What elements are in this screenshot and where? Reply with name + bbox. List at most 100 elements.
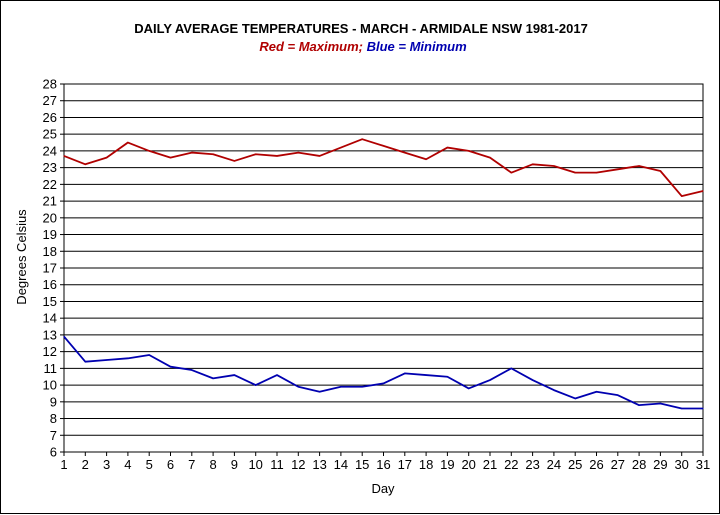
data-point-minimum-day-30 (681, 407, 683, 410)
data-point-maximum-day-7 (191, 151, 193, 154)
x-tick-label-23: 23 (525, 457, 539, 472)
x-tick-label-27: 27 (611, 457, 625, 472)
y-tick-label-24: 24 (43, 143, 57, 158)
y-tick-label-7: 7 (50, 428, 57, 443)
x-tick-label-29: 29 (653, 457, 667, 472)
data-point-minimum-day-7 (191, 369, 193, 371)
data-point-minimum-day-26 (595, 391, 598, 393)
y-tick-label-20: 20 (43, 210, 57, 225)
data-point-minimum-day-11 (276, 374, 278, 376)
data-point-minimum-day-8 (212, 377, 214, 379)
x-tick-label-30: 30 (674, 457, 688, 472)
data-point-maximum-day-31 (702, 190, 704, 192)
data-point-maximum-day-28 (638, 165, 640, 167)
x-tick-label-5: 5 (146, 457, 153, 472)
data-point-minimum-day-20 (468, 387, 470, 390)
x-tick-label-31: 31 (696, 457, 710, 472)
data-point-minimum-day-22 (510, 367, 512, 369)
x-tick-label-18: 18 (419, 457, 433, 472)
x-tick-label-12: 12 (291, 457, 305, 472)
y-tick-label-16: 16 (43, 277, 57, 292)
data-point-minimum-day-18 (425, 374, 427, 376)
y-tick-label-22: 22 (43, 177, 57, 192)
data-point-maximum-day-1 (63, 155, 65, 157)
x-tick-label-25: 25 (568, 457, 582, 472)
x-axis-ticks: 1 2 3 4 5 6 7 8 9 10 11 12 13 14 15 16 17 18 19 20 21 22 23 24 2… (60, 452, 710, 472)
data-point-minimum-day-5 (148, 354, 150, 356)
data-point-maximum-day-13 (319, 155, 321, 157)
data-point-maximum-day-27 (617, 168, 619, 170)
data-point-maximum-day-9 (233, 160, 235, 162)
x-tick-label-3: 3 (103, 457, 110, 472)
y-tick-label-21: 21 (43, 194, 57, 209)
y-tick-label-13: 13 (43, 327, 57, 342)
data-point-maximum-day-19 (446, 146, 448, 149)
y-tick-label-8: 8 (50, 411, 57, 426)
x-tick-label-6: 6 (167, 457, 174, 472)
x-tick-label-7: 7 (188, 457, 195, 472)
y-tick-label-10: 10 (43, 378, 57, 393)
data-point-minimum-day-12 (297, 386, 299, 388)
data-point-maximum-day-24 (553, 165, 555, 167)
x-tick-label-26: 26 (589, 457, 603, 472)
data-point-minimum-day-2 (84, 361, 86, 363)
x-tick-label-22: 22 (504, 457, 518, 472)
y-tick-label-6: 6 (50, 445, 57, 460)
x-tick-label-11: 11 (270, 457, 284, 472)
data-point-maximum-day-25 (574, 172, 576, 174)
y-tick-label-12: 12 (43, 344, 57, 359)
data-point-maximum-day-6 (169, 157, 172, 159)
x-tick-label-14: 14 (334, 457, 348, 472)
y-tick-label-19: 19 (43, 227, 57, 242)
data-point-minimum-day-4 (127, 357, 129, 359)
x-tick-label-15: 15 (355, 457, 369, 472)
data-point-maximum-day-14 (340, 146, 342, 149)
x-tick-label-2: 2 (82, 457, 89, 472)
data-point-maximum-day-11 (276, 155, 278, 157)
x-tick-label-20: 20 (461, 457, 475, 472)
x-tick-label-21: 21 (483, 457, 497, 472)
y-tick-label-18: 18 (43, 244, 57, 259)
data-point-maximum-day-16 (382, 145, 385, 147)
data-point-maximum-day-30 (681, 195, 683, 197)
data-point-minimum-day-3 (106, 359, 108, 361)
x-axis-label: Day (371, 481, 395, 496)
y-tick-label-17: 17 (43, 261, 57, 276)
data-point-minimum-day-25 (574, 397, 576, 400)
data-point-minimum-day-15 (361, 386, 363, 388)
data-point-maximum-day-2 (84, 163, 86, 165)
y-tick-label-11: 11 (44, 361, 58, 376)
data-point-maximum-day-20 (468, 150, 470, 152)
x-tick-label-13: 13 (312, 457, 326, 472)
data-point-minimum-day-31 (702, 407, 704, 410)
chart-subtitle: Red = Maximum; Blue = Minimum (259, 39, 467, 54)
x-tick-label-4: 4 (124, 457, 131, 472)
data-point-minimum-day-13 (319, 391, 321, 393)
data-point-minimum-day-14 (340, 386, 342, 388)
data-point-minimum-day-27 (617, 394, 619, 396)
data-point-minimum-day-9 (233, 374, 235, 376)
y-tick-label-15: 15 (43, 294, 57, 309)
data-point-minimum-day-19 (446, 376, 448, 378)
subtitle-max-text: = Maximum; (284, 39, 367, 54)
data-point-minimum-day-17 (404, 372, 406, 374)
data-point-maximum-day-22 (510, 172, 512, 174)
data-point-minimum-day-24 (553, 389, 555, 391)
x-tick-label-10: 10 (248, 457, 262, 472)
data-point-maximum-day-12 (297, 151, 299, 154)
subtitle-red-word: Red (259, 39, 285, 54)
x-tick-label-17: 17 (398, 457, 412, 472)
data-point-maximum-day-26 (595, 172, 598, 174)
x-tick-label-16: 16 (376, 457, 390, 472)
data-point-maximum-day-4 (127, 141, 129, 144)
x-tick-label-24: 24 (547, 457, 561, 472)
data-point-minimum-day-29 (659, 402, 662, 405)
y-tick-label-23: 23 (43, 160, 57, 175)
data-point-minimum-day-23 (532, 379, 534, 381)
y-tick-label-26: 26 (43, 110, 57, 125)
y-tick-label-25: 25 (43, 127, 57, 142)
data-point-maximum-day-29 (659, 170, 662, 172)
subtitle-min-text: = Minimum (395, 39, 467, 54)
